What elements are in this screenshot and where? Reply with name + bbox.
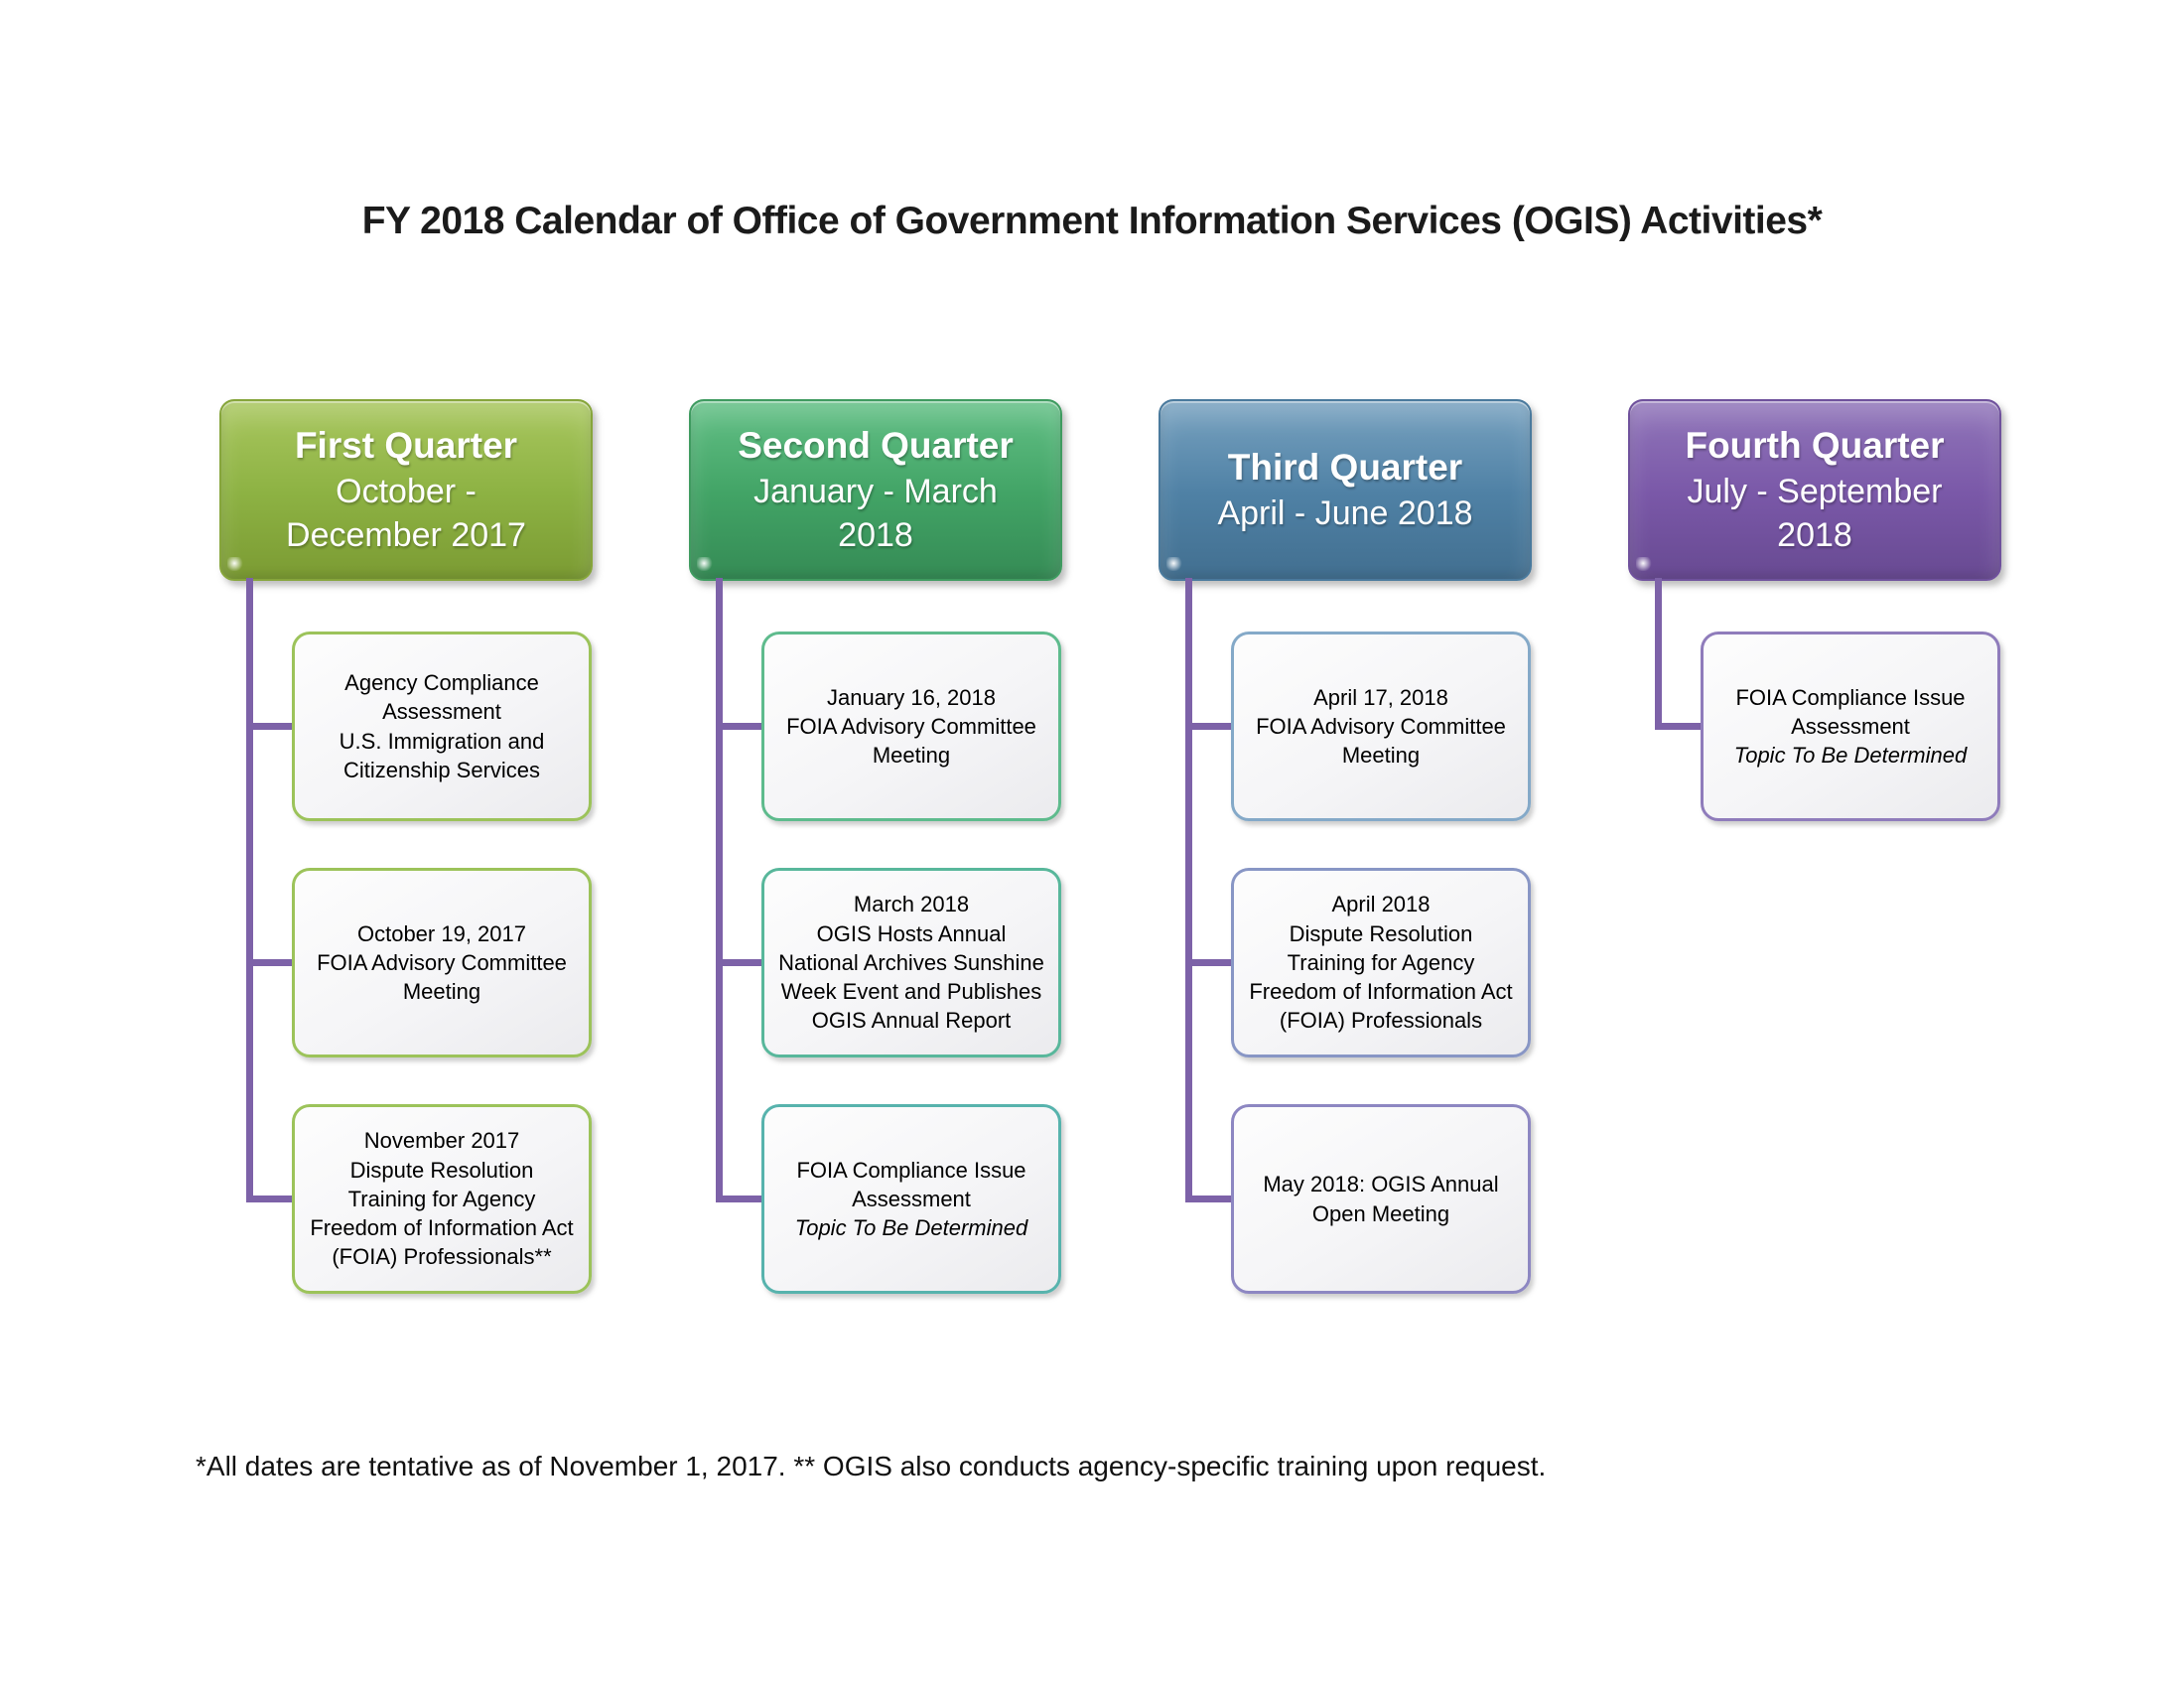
event-line: OGIS Hosts Annual National Archives Suns… xyxy=(778,920,1044,1034)
quarter-date-range: January - March 2018 xyxy=(753,472,998,554)
event-card: FOIA Compliance Issue Assessment Topic T… xyxy=(1701,632,2000,821)
event-line: Dispute Resolution Training for Agency F… xyxy=(1249,920,1513,1034)
connector-stub xyxy=(1185,723,1233,730)
quarter-column-fourth: Fourth Quarter July - September 2018 FOI… xyxy=(1628,399,2001,1323)
connector-stub xyxy=(716,959,763,966)
event-line: Agency Compliance Assessment xyxy=(344,670,539,725)
event-line: FOIA Compliance Issue Assessment xyxy=(796,1157,1026,1211)
connector-vline xyxy=(1655,578,1662,730)
quarter-header: First Quarter October - December 2017 xyxy=(219,399,593,581)
event-card: FOIA Compliance Issue Assessment Topic T… xyxy=(761,1104,1061,1294)
event-note: Topic To Be Determined xyxy=(1733,743,1968,769)
quarter-date-range: April - June 2018 xyxy=(1217,493,1473,532)
connector-stub xyxy=(1185,959,1233,966)
quarter-header: Second Quarter January - March 2018 xyxy=(689,399,1062,581)
footnote: *All dates are tentative as of November … xyxy=(196,1451,1547,1481)
connector-vline xyxy=(246,578,253,1202)
connector-stub xyxy=(246,1196,294,1202)
quarter-column-third: Third Quarter April - June 2018 April 17… xyxy=(1159,399,1532,1323)
connector-vline xyxy=(716,578,723,1202)
quarter-date-range: July - September 2018 xyxy=(1687,472,1943,554)
event-card: October 19, 2017 FOIA Advisory Committee… xyxy=(292,868,592,1057)
event-line: May 2018: OGIS Annual Open Meeting xyxy=(1263,1172,1499,1226)
event-line: FOIA Advisory Committee Meeting xyxy=(1256,713,1506,769)
connector-stub xyxy=(246,723,294,730)
quarter-title: Fourth Quarter xyxy=(1685,425,1945,466)
quarter-title: Second Quarter xyxy=(738,425,1014,466)
event-line: U.S. Immigration and Citizenship Service… xyxy=(339,728,545,782)
page-title: FY 2018 Calendar of Office of Government… xyxy=(361,200,1823,242)
event-line: FOIA Advisory Committee Meeting xyxy=(317,949,567,1005)
event-card: Agency Compliance Assessment U.S. Immigr… xyxy=(292,632,592,821)
event-line: April 2018 xyxy=(1331,892,1431,917)
event-line: March 2018 xyxy=(853,892,970,917)
quarter-column-second: Second Quarter January - March 2018 Janu… xyxy=(689,399,1062,1323)
connector-stub xyxy=(716,1196,763,1202)
event-line: April 17, 2018 xyxy=(1313,684,1448,710)
quarter-header: Third Quarter April - June 2018 xyxy=(1159,399,1532,581)
event-card: April 2018 Dispute Resolution Training f… xyxy=(1231,868,1531,1057)
event-card: March 2018 OGIS Hosts Annual National Ar… xyxy=(761,868,1061,1057)
connector-stub xyxy=(246,959,294,966)
connector-stub xyxy=(1655,723,1703,730)
quarter-title: Third Quarter xyxy=(1227,447,1463,489)
event-line: November 2017 xyxy=(363,1128,520,1154)
connector-stub xyxy=(1185,1196,1233,1202)
quarter-column-first: First Quarter October - December 2017 Ag… xyxy=(219,399,593,1323)
event-card: April 17, 2018 FOIA Advisory Committee M… xyxy=(1231,632,1531,821)
event-card: November 2017 Dispute Resolution Trainin… xyxy=(292,1104,592,1294)
event-line: January 16, 2018 xyxy=(826,684,997,710)
connector-vline xyxy=(1185,578,1192,1202)
quarter-title: First Quarter xyxy=(294,425,518,466)
connector-stub xyxy=(716,723,763,730)
event-note: Topic To Be Determined xyxy=(794,1215,1028,1241)
event-card: January 16, 2018 FOIA Advisory Committee… xyxy=(761,632,1061,821)
quarter-header: Fourth Quarter July - September 2018 xyxy=(1628,399,2001,581)
event-line: FOIA Advisory Committee Meeting xyxy=(786,713,1036,769)
event-line: October 19, 2017 xyxy=(356,920,526,946)
event-line: FOIA Compliance Issue Assessment xyxy=(1735,684,1966,739)
quarter-date-range: October - December 2017 xyxy=(286,472,526,554)
event-card: May 2018: OGIS Annual Open Meeting xyxy=(1231,1104,1531,1294)
event-line: Dispute Resolution Training for Agency F… xyxy=(310,1157,574,1270)
